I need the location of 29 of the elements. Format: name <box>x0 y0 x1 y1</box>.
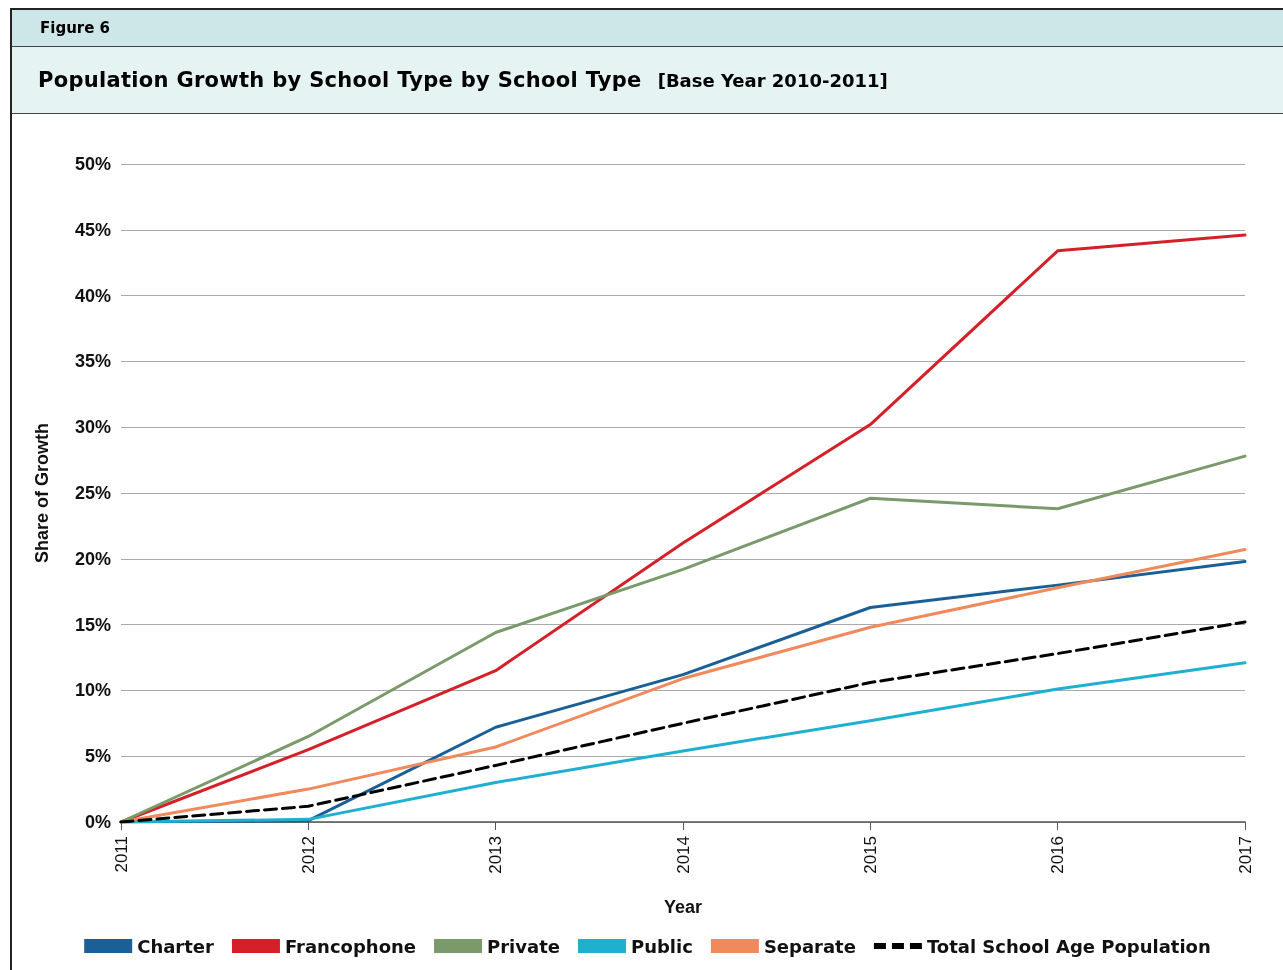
x-axis-title: Year <box>663 897 703 917</box>
y-tick-label: 0% <box>84 812 111 832</box>
legend-label: Public <box>630 935 693 957</box>
y-tick-label: 35% <box>74 351 111 372</box>
legend-label: Francophone <box>284 935 417 957</box>
x-tick-label: 2016 <box>1048 836 1068 874</box>
y-axis-title: Share of Growth <box>32 422 52 564</box>
y-tick-label: 40% <box>74 285 111 306</box>
legend-label: Separate <box>763 935 856 957</box>
legend-label: Private <box>487 935 560 957</box>
y-tick-label: 10% <box>74 680 111 701</box>
legend-label: Charter <box>137 935 215 957</box>
x-tick-label: 2011 <box>111 836 131 873</box>
chart-title: Population Growth by School Type by School Type <box>38 68 642 92</box>
x-tick-label: 2015 <box>860 836 880 874</box>
x-tick-label: 2012 <box>298 836 318 874</box>
caption: Figure 6 <box>12 10 1283 47</box>
y-tick-label: 20% <box>74 548 111 569</box>
x-tick-label: 2013 <box>486 836 506 874</box>
y-tick-label: 25% <box>74 483 111 503</box>
x-tick-label: 2017 <box>1235 836 1255 874</box>
chart-subtitle: [Base Year 2010-2011] <box>657 70 888 91</box>
y-tick-label: 50% <box>74 154 111 174</box>
x-tick-label: 2014 <box>673 836 693 874</box>
y-tick-label: 15% <box>74 614 111 635</box>
y-tick-label: 30% <box>74 417 111 438</box>
y-tick-label: 45% <box>74 219 111 240</box>
y-tick-label: 5% <box>84 746 111 767</box>
legend-label: Total School Age Population <box>926 935 1211 957</box>
